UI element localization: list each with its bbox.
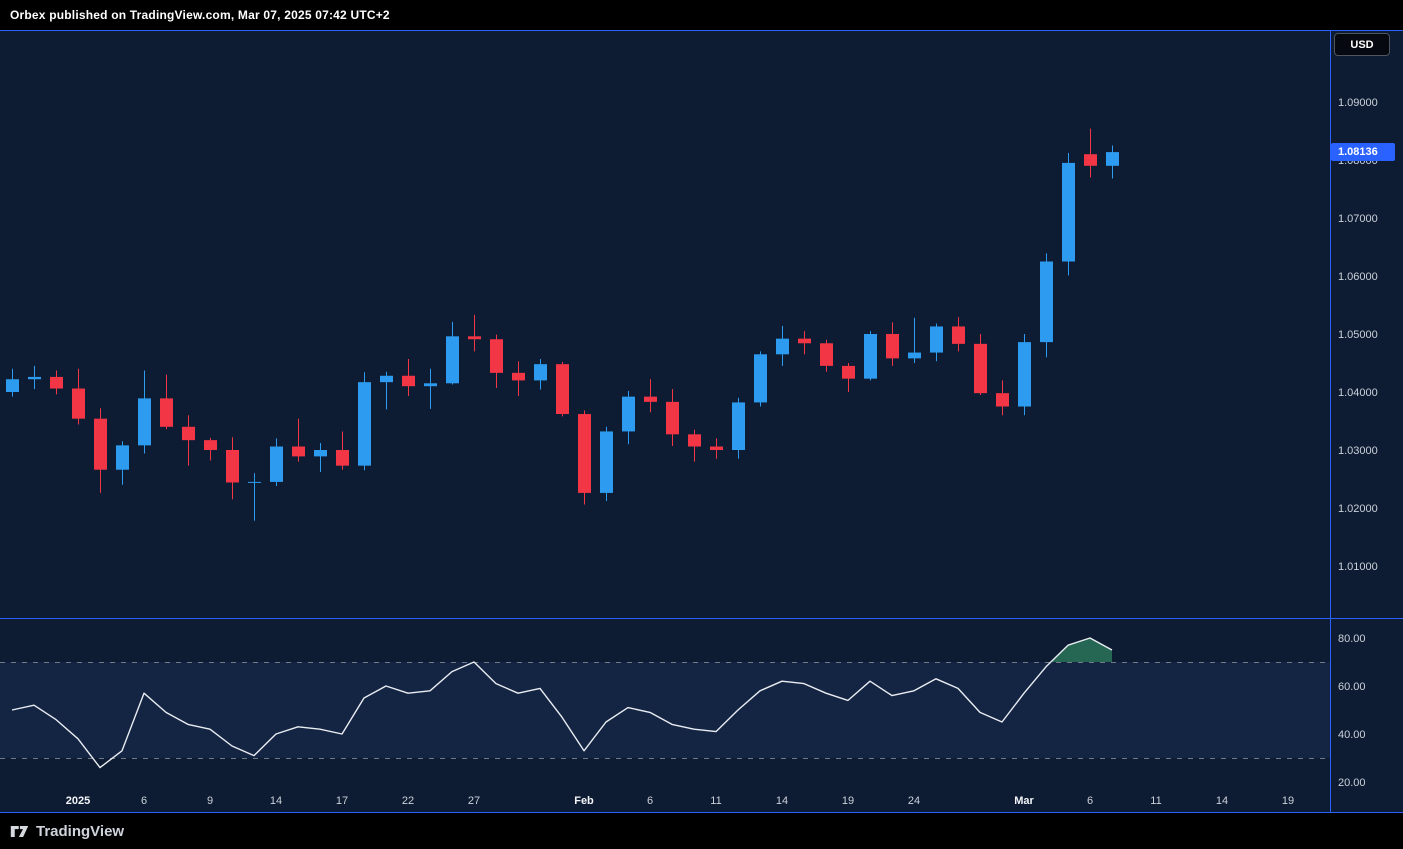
currency-toggle-button[interactable]: USD [1334, 33, 1390, 56]
time-tick-label: 6 [647, 795, 653, 807]
candle-down [490, 339, 503, 373]
time-tick-label: 14 [270, 795, 282, 807]
time-tick-label: 9 [207, 795, 213, 807]
rsi-overbought-fill [1050, 638, 1112, 662]
chart-region: 1.090001.080001.070001.060001.050001.040… [0, 30, 1403, 813]
candle-up [1018, 342, 1031, 407]
candle-down [468, 336, 481, 340]
time-tick-label: Feb [574, 795, 594, 807]
candle-up [732, 402, 745, 450]
rsi-tick-label: 80.00 [1338, 633, 1366, 645]
candle-up [534, 364, 547, 381]
footer-bar: TradingView [0, 813, 1403, 849]
candle-up [1062, 162, 1075, 262]
candle-up [424, 383, 437, 387]
candle-down [578, 414, 591, 493]
rsi-tick-label: 60.00 [1338, 681, 1366, 693]
candle-down [402, 375, 415, 387]
price-tick-label: 1.05000 [1338, 329, 1378, 341]
candle-up [138, 398, 151, 446]
candle-down [182, 426, 195, 441]
candle-up [6, 379, 19, 392]
candle-down [226, 450, 239, 483]
candle-down [556, 364, 569, 415]
time-tick-label: Mar [1014, 795, 1034, 807]
candle-down [666, 401, 679, 435]
price-tick-label: 1.04000 [1338, 387, 1378, 399]
candle-up [1106, 152, 1119, 166]
time-tick-label: 19 [842, 795, 854, 807]
candle-up [248, 481, 261, 483]
candle-down [798, 338, 811, 344]
candle-up [270, 446, 283, 482]
price-tick-label: 1.09000 [1338, 97, 1378, 109]
price-tick-label: 1.03000 [1338, 445, 1378, 457]
candle-down [336, 450, 349, 466]
candle-up [446, 336, 459, 384]
rsi-tick-label: 40.00 [1338, 729, 1366, 741]
candle-up [864, 334, 877, 379]
last-price-label: 1.08136 [1331, 143, 1395, 162]
rsi-line [11, 637, 1113, 769]
tradingview-logo-icon [10, 822, 29, 841]
candle-up [116, 445, 129, 470]
candle-down [886, 334, 899, 359]
time-tick-label: 6 [1087, 795, 1093, 807]
time-tick-label: 2025 [66, 795, 90, 807]
time-tick-label: 19 [1282, 795, 1294, 807]
candle-up [776, 338, 789, 355]
candle-down [512, 372, 525, 381]
candle-down [94, 418, 107, 470]
candle-down [996, 393, 1009, 407]
candle-up [1040, 261, 1053, 343]
candle-down [292, 446, 305, 457]
candle-down [1084, 154, 1097, 166]
price-tick-label: 1.01000 [1338, 561, 1378, 573]
time-tick-label: 27 [468, 795, 480, 807]
candle-down [710, 446, 723, 450]
price-chart[interactable]: 1.090001.080001.070001.060001.050001.040… [0, 30, 1403, 813]
candle-down [952, 326, 965, 344]
tradingview-link[interactable]: TradingView [10, 822, 124, 841]
candle-up [28, 376, 41, 380]
time-tick-label: 24 [908, 795, 920, 807]
candle-down [50, 376, 63, 389]
time-tick-label: 17 [336, 795, 348, 807]
publish-info-text: Orbex published on TradingView.com, Mar … [10, 8, 390, 22]
time-tick-label: 22 [402, 795, 414, 807]
publish-info-bar: Orbex published on TradingView.com, Mar … [0, 0, 1403, 30]
price-tick-label: 1.02000 [1338, 503, 1378, 515]
candle-up [622, 396, 635, 432]
candle-down [644, 396, 657, 402]
candle-up [908, 352, 921, 359]
price-tick-label: 1.06000 [1338, 271, 1378, 283]
candle-down [688, 434, 701, 447]
candle-down [820, 343, 833, 366]
time-tick-label: 14 [1216, 795, 1228, 807]
rsi-band [0, 662, 1330, 758]
time-tick-label: 11 [1150, 795, 1161, 807]
candle-up [380, 375, 393, 383]
candle-up [358, 382, 371, 466]
time-tick-label: 6 [141, 795, 147, 807]
candle-down [160, 398, 173, 427]
candle-up [314, 450, 327, 457]
time-tick-label: 11 [710, 795, 721, 807]
rsi-tick-label: 20.00 [1338, 777, 1366, 789]
candle-down [974, 343, 987, 394]
candle-down [842, 365, 855, 379]
candle-down [204, 440, 217, 450]
time-tick-label: 14 [776, 795, 788, 807]
tradingview-logo-text: TradingView [36, 822, 125, 840]
price-tick-label: 1.07000 [1338, 213, 1378, 225]
candle-down [72, 388, 85, 419]
candle-up [930, 326, 943, 353]
candle-up [754, 354, 767, 403]
candle-up [600, 431, 613, 493]
